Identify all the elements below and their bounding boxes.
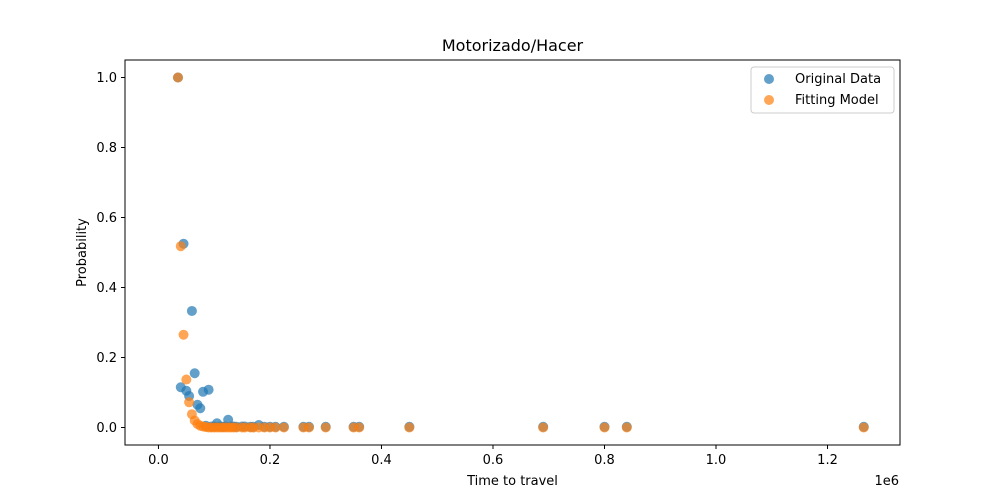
- x-tick-label: 1.0: [706, 453, 727, 468]
- legend-label-original-data: Original Data: [795, 72, 881, 87]
- y-tick-label: 0.6: [96, 211, 117, 226]
- y-tick-label: 1.0: [96, 71, 117, 86]
- legend-marker-fitting-model: [764, 95, 774, 105]
- data-point-original-data: [195, 403, 206, 414]
- data-point-fitting-model: [175, 241, 186, 252]
- data-point-fitting-model: [184, 397, 195, 408]
- y-tick-label: 0.4: [96, 281, 117, 296]
- data-point-fitting-model: [538, 422, 549, 433]
- x-tick-label: 0.0: [148, 453, 169, 468]
- data-point-fitting-model: [599, 422, 610, 433]
- y-tick-label: 0.0: [96, 421, 117, 436]
- x-tick-label: 1.2: [817, 453, 838, 468]
- x-tick-label: 0.8: [594, 453, 615, 468]
- legend-box: [750, 66, 895, 114]
- y-tick-label: 0.2: [96, 351, 117, 366]
- data-point-original-data: [186, 305, 197, 316]
- data-point-fitting-model: [303, 422, 314, 433]
- data-point-fitting-model: [172, 72, 183, 83]
- data-point-fitting-model: [354, 422, 365, 433]
- data-point-fitting-model: [278, 422, 289, 433]
- data-point-fitting-model: [181, 374, 192, 385]
- data-point-fitting-model: [858, 422, 869, 433]
- series-original-data: [172, 72, 869, 432]
- x-tick-label: 0.6: [483, 453, 504, 468]
- data-point-fitting-model: [320, 422, 331, 433]
- series-fitting-model: [172, 72, 869, 433]
- legend: Original Data Fitting Model: [750, 66, 895, 114]
- axes-layer: [124, 59, 901, 446]
- points-layer: [172, 72, 869, 433]
- x-axis-offset-label: 1e6: [874, 474, 899, 489]
- y-axis-label: Probability: [75, 218, 90, 287]
- data-point-fitting-model: [404, 422, 415, 433]
- chart-title: Motorizado/Hacer: [442, 36, 584, 55]
- x-tick-label: 0.2: [260, 453, 281, 468]
- data-point-fitting-model: [270, 422, 281, 433]
- data-point-fitting-model: [621, 422, 632, 433]
- plot-frame: [124, 59, 901, 446]
- data-point-fitting-model: [178, 329, 189, 340]
- data-point-original-data: [189, 368, 200, 379]
- y-tick-label: 0.8: [96, 141, 117, 156]
- x-tick-label: 0.4: [371, 453, 392, 468]
- ticks-layer: 0.0 0.2 0.4 0.6 0.8 1.0 1.2 0.0 0.2 0.4 0.6 0.8 1.0: [96, 71, 838, 468]
- legend-marker-original-data: [764, 74, 774, 84]
- legend-label-fitting-model: Fitting Model: [795, 93, 879, 108]
- x-axis-label: Time to travel: [466, 474, 558, 489]
- data-point-original-data: [203, 384, 214, 395]
